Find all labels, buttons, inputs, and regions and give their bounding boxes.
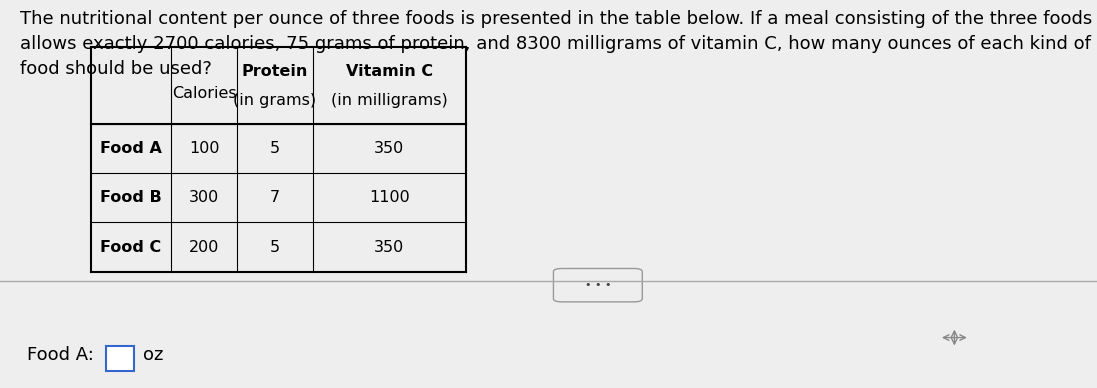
Text: 350: 350 [374,141,405,156]
Text: 300: 300 [189,191,219,205]
Text: 100: 100 [189,141,219,156]
FancyBboxPatch shape [554,268,643,302]
Text: Vitamin C: Vitamin C [346,64,433,79]
Text: 5: 5 [270,141,280,156]
Text: • • •: • • • [585,280,611,290]
Text: Food C: Food C [101,239,161,255]
Text: Protein: Protein [241,64,308,79]
FancyBboxPatch shape [106,346,134,371]
Text: 7: 7 [270,191,280,205]
Text: Food A:: Food A: [27,346,94,364]
Text: Food A: Food A [100,141,162,156]
Text: Food B: Food B [100,191,162,205]
Text: Calories: Calories [172,86,236,100]
Text: oz: oz [143,346,163,364]
Text: (in grams): (in grams) [234,94,316,108]
Text: 200: 200 [189,239,219,255]
Text: The nutritional content per ounce of three foods is presented in the table below: The nutritional content per ounce of thr… [20,10,1092,78]
Text: 1100: 1100 [369,191,410,205]
Text: 5: 5 [270,239,280,255]
Text: (in milligrams): (in milligrams) [331,94,448,108]
Text: 350: 350 [374,239,405,255]
